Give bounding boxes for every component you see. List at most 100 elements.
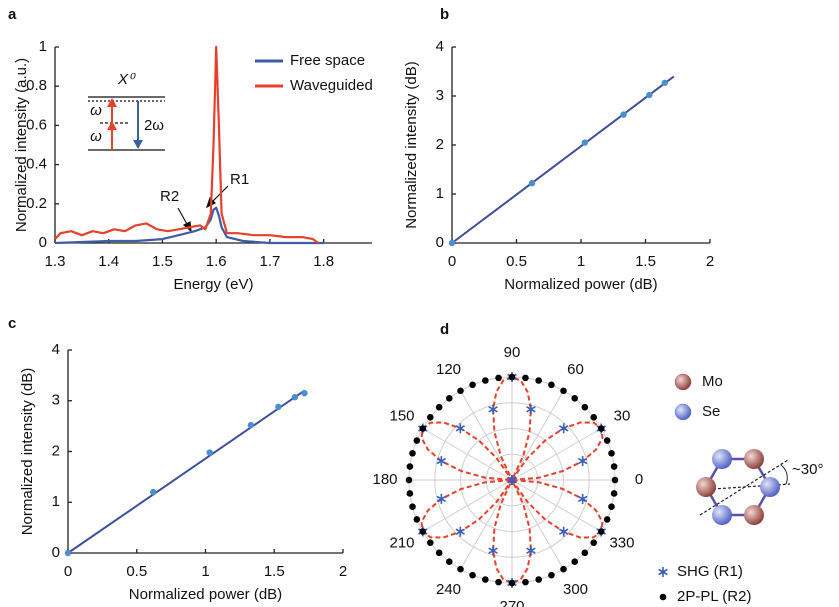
data-point [409, 503, 416, 510]
x-axis-label: Normalized power (dB) [504, 276, 657, 293]
angular-grid [511, 428, 602, 481]
angular-grid [460, 390, 513, 481]
data-point [488, 545, 498, 556]
atom-legend-label: Se [702, 403, 720, 420]
angle-tick-label: 210 [389, 534, 414, 551]
y-tick-label: 2 [436, 136, 444, 153]
data-point [522, 374, 529, 382]
x-tick-label: 1.4 [98, 253, 119, 270]
data-point [610, 490, 618, 497]
data-point [548, 571, 555, 579]
data-point [150, 488, 157, 496]
angle-tick-label: 120 [436, 361, 461, 378]
fit-line [451, 75, 675, 244]
y-tick-label: 0 [39, 234, 47, 251]
y-axis-label: Normalized intensity (a.u.) [13, 58, 30, 232]
data-point [426, 413, 434, 421]
x-tick-label: 0.5 [506, 253, 527, 270]
x-tick-label: 1.5 [152, 253, 173, 270]
data-point [526, 404, 536, 415]
data-point [508, 373, 516, 381]
data-point [206, 449, 213, 456]
legend-label: Free space [290, 52, 365, 69]
data-point [247, 421, 255, 429]
angular-grid [511, 479, 602, 532]
legend-label: Waveguided [290, 77, 373, 94]
x-tick-label: 0 [64, 563, 72, 580]
inset-state: X⁰ [117, 71, 136, 88]
angular-grid [422, 479, 513, 532]
data-point [413, 516, 421, 523]
angle-tick-label: 90 [504, 344, 521, 361]
data-point [610, 463, 618, 470]
x-tick-label: 1.5 [264, 563, 285, 580]
data-point [435, 549, 443, 557]
data-point [436, 456, 447, 467]
x-tick-label: 2 [339, 563, 347, 580]
angle-tick-label: 330 [609, 534, 634, 551]
x-tick-label: 1 [577, 253, 585, 270]
data-point [590, 413, 598, 421]
data-point [590, 539, 598, 547]
x-tick-label: 1.8 [313, 253, 334, 270]
data-point [405, 476, 413, 484]
atom-legend-marker [674, 373, 692, 391]
y-tick-label: 0.4 [26, 156, 47, 173]
data-point [603, 516, 611, 523]
data-point [495, 578, 502, 586]
data-point [560, 387, 567, 395]
inset-photon: ω [90, 102, 102, 119]
data-point [419, 425, 427, 432]
x-tick-label: 1.5 [635, 253, 656, 270]
data-point [571, 558, 579, 566]
legend-label: 2P-PL (R2) [677, 588, 751, 605]
x-tick-label: 1.6 [206, 253, 227, 270]
data-line [54, 45, 319, 244]
data-point [522, 578, 529, 586]
data-line [54, 206, 324, 245]
angular-grid [460, 479, 513, 570]
angle-label: ~30° [792, 461, 823, 478]
annotation: R1 [230, 171, 249, 188]
data-point [448, 239, 456, 247]
inset-labels: X⁰ ω ω 2ω [90, 71, 164, 145]
x-tick-label: 0.5 [126, 563, 147, 580]
data-point [597, 528, 605, 535]
data-point [406, 463, 414, 470]
data-point [436, 493, 447, 504]
x-axis-label: Normalized power (dB) [129, 586, 282, 603]
data-point [409, 450, 416, 457]
angular-grid [511, 390, 564, 481]
y-tick-label: 4 [436, 38, 444, 55]
y-tick-label: 0.8 [26, 77, 47, 94]
data-point [457, 565, 464, 573]
data-point [620, 111, 627, 118]
angle-tick-label: 300 [563, 581, 588, 598]
data-point [558, 526, 569, 537]
data-point [291, 393, 299, 401]
angle-tick-label: 240 [436, 581, 461, 598]
x-tick-label: 0 [448, 253, 456, 270]
y-tick-label: 0 [52, 544, 60, 561]
inset-harmonic: 2ω [144, 117, 164, 134]
data-point [577, 493, 588, 504]
data-point [508, 579, 516, 587]
panel-label: b [440, 6, 449, 23]
data-point [560, 565, 567, 573]
x-tick-label: 1.7 [259, 253, 280, 270]
data-point [435, 403, 443, 411]
inset-photon: ω [90, 128, 102, 145]
data-point [419, 528, 427, 535]
data-point [426, 539, 434, 547]
angular-grid [511, 479, 564, 570]
y-tick-label: 0.6 [26, 116, 47, 133]
data-point [469, 381, 476, 389]
y-axis-label: Normalized intensity (dB) [403, 61, 420, 229]
data-point [406, 490, 414, 497]
y-tick-label: 0.2 [26, 195, 47, 212]
data-point [528, 180, 536, 187]
atom-legend-marker [674, 403, 692, 421]
legend-marker [659, 593, 667, 601]
angle-tick-label: 30 [614, 407, 631, 424]
data-point [301, 389, 308, 397]
